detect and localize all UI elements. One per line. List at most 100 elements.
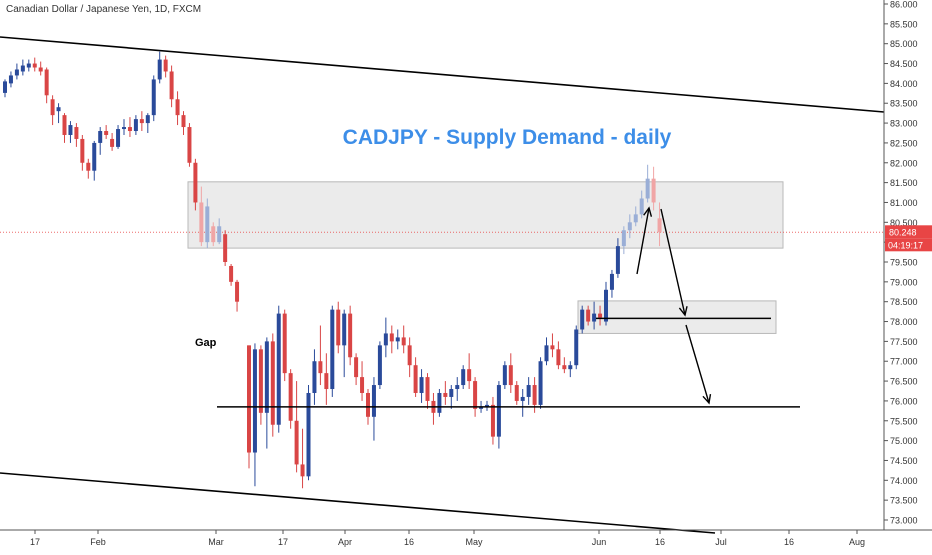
candle[interactable] bbox=[538, 357, 543, 409]
candle[interactable] bbox=[383, 317, 388, 358]
candle[interactable] bbox=[122, 119, 126, 135]
candle[interactable] bbox=[342, 309, 347, 378]
candle[interactable] bbox=[598, 305, 603, 326]
candle[interactable] bbox=[330, 305, 335, 397]
candle[interactable] bbox=[264, 337, 269, 449]
candle[interactable] bbox=[419, 369, 424, 403]
candle[interactable] bbox=[252, 343, 257, 487]
candle[interactable] bbox=[32, 57, 37, 72]
candle[interactable] bbox=[205, 198, 210, 249]
candle[interactable] bbox=[157, 51, 162, 84]
candle[interactable] bbox=[86, 158, 91, 179]
candle[interactable] bbox=[324, 353, 329, 405]
candle[interactable] bbox=[401, 325, 406, 354]
projection-arrow[interactable] bbox=[660, 208, 688, 317]
candle[interactable] bbox=[56, 103, 61, 124]
candle[interactable] bbox=[485, 400, 489, 411]
lower-channel-line[interactable] bbox=[0, 472, 716, 534]
candle[interactable] bbox=[300, 428, 305, 489]
candle[interactable] bbox=[467, 353, 472, 390]
candle[interactable] bbox=[235, 279, 240, 312]
candle[interactable] bbox=[508, 353, 513, 393]
candle[interactable] bbox=[80, 134, 85, 171]
candle[interactable] bbox=[580, 305, 585, 334]
candle[interactable] bbox=[38, 61, 43, 76]
projection-arrow[interactable] bbox=[636, 206, 653, 275]
candle[interactable] bbox=[145, 113, 150, 133]
candle[interactable] bbox=[229, 263, 234, 286]
candle[interactable] bbox=[50, 95, 55, 126]
supply-zone[interactable] bbox=[187, 181, 784, 249]
candle[interactable] bbox=[133, 115, 138, 135]
candle[interactable] bbox=[609, 269, 614, 298]
candle[interactable] bbox=[496, 381, 501, 449]
price-axis[interactable]: 86.000 85.500 85.000 84.500 84.000 83.500 83.0… bbox=[883, 0, 932, 530]
candle[interactable] bbox=[270, 333, 275, 437]
candle[interactable] bbox=[473, 377, 478, 417]
candle[interactable] bbox=[92, 140, 97, 181]
candle[interactable] bbox=[526, 377, 531, 405]
candle[interactable] bbox=[371, 377, 376, 441]
candle[interactable] bbox=[490, 396, 495, 445]
candle[interactable] bbox=[395, 329, 400, 350]
candle[interactable] bbox=[44, 67, 49, 104]
candle[interactable] bbox=[455, 377, 460, 401]
candle[interactable] bbox=[139, 111, 144, 132]
candle[interactable] bbox=[211, 222, 216, 247]
candle[interactable] bbox=[461, 365, 466, 390]
candle[interactable] bbox=[14, 63, 19, 80]
candle[interactable] bbox=[627, 214, 632, 239]
candle[interactable] bbox=[3, 79, 7, 98]
candle[interactable] bbox=[151, 75, 156, 122]
candle[interactable] bbox=[20, 59, 25, 76]
candle[interactable] bbox=[276, 305, 281, 433]
candle[interactable] bbox=[223, 230, 228, 266]
candle[interactable] bbox=[556, 341, 561, 370]
candle[interactable] bbox=[633, 206, 638, 227]
candle[interactable] bbox=[26, 59, 31, 72]
candle[interactable] bbox=[187, 123, 192, 167]
candle[interactable] bbox=[574, 325, 579, 370]
candle[interactable] bbox=[651, 166, 656, 211]
candle[interactable] bbox=[169, 65, 174, 108]
candle[interactable] bbox=[193, 158, 198, 211]
candle[interactable] bbox=[74, 123, 79, 147]
candle[interactable] bbox=[443, 381, 448, 405]
candle[interactable] bbox=[104, 125, 109, 139]
candle[interactable] bbox=[502, 361, 507, 390]
candle[interactable] bbox=[425, 373, 430, 409]
candle[interactable] bbox=[407, 337, 412, 378]
candle[interactable] bbox=[562, 357, 567, 374]
candle[interactable] bbox=[318, 325, 323, 386]
candle[interactable] bbox=[354, 353, 359, 386]
candle[interactable] bbox=[282, 309, 287, 382]
candle[interactable] bbox=[181, 111, 186, 135]
candle[interactable] bbox=[98, 127, 103, 155]
candle[interactable] bbox=[68, 121, 73, 143]
candle[interactable] bbox=[163, 55, 168, 78]
candle[interactable] bbox=[336, 301, 341, 354]
candle[interactable] bbox=[360, 361, 365, 401]
candle[interactable] bbox=[258, 345, 263, 425]
candle[interactable] bbox=[520, 389, 525, 417]
candle[interactable] bbox=[306, 385, 311, 481]
candle[interactable] bbox=[645, 164, 650, 203]
candle[interactable] bbox=[639, 190, 644, 219]
candle[interactable] bbox=[586, 305, 591, 326]
candle[interactable] bbox=[110, 133, 115, 151]
candle[interactable] bbox=[568, 361, 573, 378]
candle[interactable] bbox=[127, 117, 132, 137]
candle[interactable] bbox=[621, 226, 626, 255]
candle[interactable] bbox=[544, 337, 549, 366]
candle[interactable] bbox=[199, 186, 204, 247]
upper-channel-line[interactable] bbox=[0, 36, 885, 113]
candle[interactable] bbox=[8, 71, 13, 88]
candle[interactable] bbox=[449, 385, 454, 409]
candle[interactable] bbox=[550, 333, 555, 358]
candle[interactable] bbox=[514, 381, 519, 405]
candle[interactable] bbox=[288, 369, 293, 429]
candle[interactable] bbox=[348, 305, 353, 366]
candle[interactable] bbox=[175, 91, 180, 126]
candle[interactable] bbox=[389, 325, 394, 354]
